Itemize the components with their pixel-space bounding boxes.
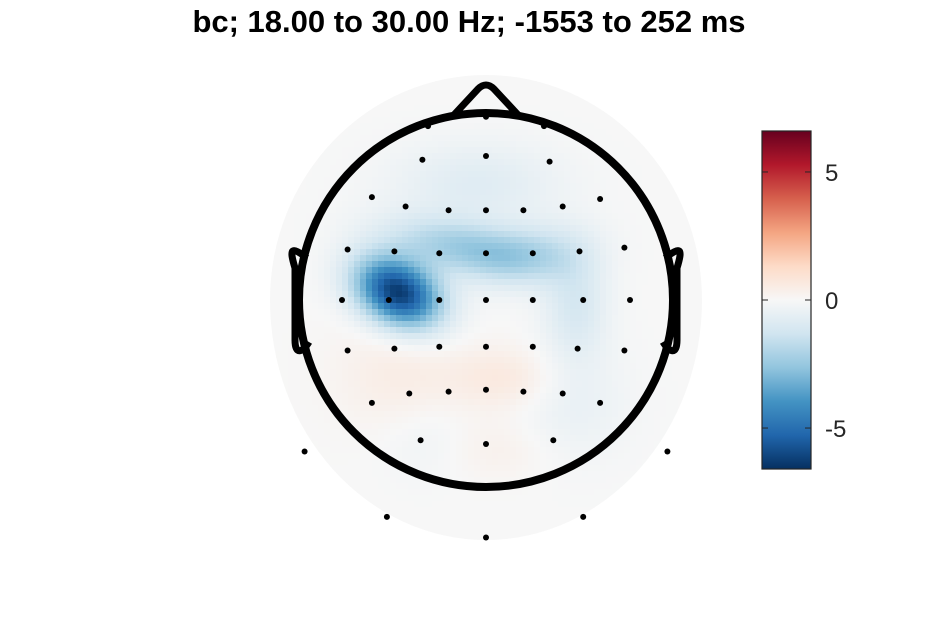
electrode-34 — [436, 343, 443, 350]
electrode-54 — [541, 474, 547, 481]
colorbar-scale — [761, 130, 812, 470]
electrode-28 — [483, 297, 489, 303]
electrode-57 — [483, 534, 489, 541]
electrode-10 — [368, 194, 375, 201]
electrode-32 — [344, 347, 351, 354]
electrode-1 — [483, 113, 489, 120]
electrode-18 — [344, 246, 351, 253]
head-circle — [295, 109, 677, 491]
electrode-3 — [541, 123, 547, 130]
electrode-22 — [529, 250, 536, 257]
electrode-30 — [580, 297, 587, 303]
chart-title: bc; 18.00 to 30.00 Hz; -1553 to 252 ms — [192, 4, 746, 39]
colorbar-tick-label: 0 — [825, 288, 838, 315]
electrode-13 — [483, 207, 489, 214]
electrode-8 — [593, 145, 600, 152]
electrode-48 — [550, 437, 557, 444]
electrode-7 — [546, 158, 553, 165]
electrode-12 — [445, 207, 452, 214]
electrode-25 — [339, 297, 345, 303]
electrode-39 — [368, 399, 375, 406]
right-ear-outline — [659, 247, 684, 355]
electrode-38 — [621, 347, 628, 354]
electrode-52 — [664, 448, 671, 455]
electrode-11 — [402, 203, 409, 210]
electrode-27 — [436, 297, 443, 303]
electrode-16 — [597, 196, 604, 202]
electrode-14 — [520, 207, 527, 214]
electrode-24 — [621, 244, 628, 251]
electrode-49 — [301, 448, 308, 455]
electrode-37 — [574, 345, 581, 352]
electrode-36 — [529, 343, 536, 350]
electrode-23 — [576, 248, 583, 255]
electrode-markers — [301, 113, 671, 541]
electrode-29 — [529, 297, 536, 303]
electrode-17 — [634, 186, 641, 193]
electrode-43 — [520, 388, 527, 395]
electrode-40 — [406, 390, 413, 397]
electrode-20 — [436, 250, 443, 257]
electrode-44 — [559, 390, 566, 397]
electrode-46 — [417, 437, 424, 444]
electrode-56 — [580, 513, 587, 520]
electrode-33 — [391, 345, 398, 352]
electrode-41 — [445, 388, 452, 395]
colorbar: 5 0 -5 — [761, 130, 846, 470]
electrode-2 — [425, 123, 431, 130]
nose-outline — [449, 81, 523, 120]
colorbar-tick-label: 5 — [825, 160, 838, 187]
electrode-55 — [383, 513, 390, 520]
electrode-50 — [372, 448, 379, 455]
electrode-42 — [483, 386, 489, 393]
electrode-5 — [419, 156, 426, 163]
electrode-21 — [483, 250, 489, 257]
electrode-9 — [331, 186, 338, 193]
electrode-31 — [627, 297, 633, 303]
left-ear-outline — [288, 247, 313, 355]
colorbar-tick-label: -5 — [825, 416, 846, 443]
electrode-19 — [391, 248, 398, 255]
electrode-6 — [483, 153, 489, 159]
heatmap-surface — [270, 75, 702, 540]
electrode-35 — [483, 343, 489, 350]
electrode-53 — [425, 474, 431, 481]
electrode-51 — [593, 448, 600, 455]
head-outline — [288, 81, 684, 491]
electrode-4 — [372, 145, 379, 152]
electrode-15 — [559, 203, 566, 210]
electrode-47 — [483, 441, 489, 447]
electrode-45 — [597, 399, 604, 406]
electrode-26 — [385, 297, 392, 303]
